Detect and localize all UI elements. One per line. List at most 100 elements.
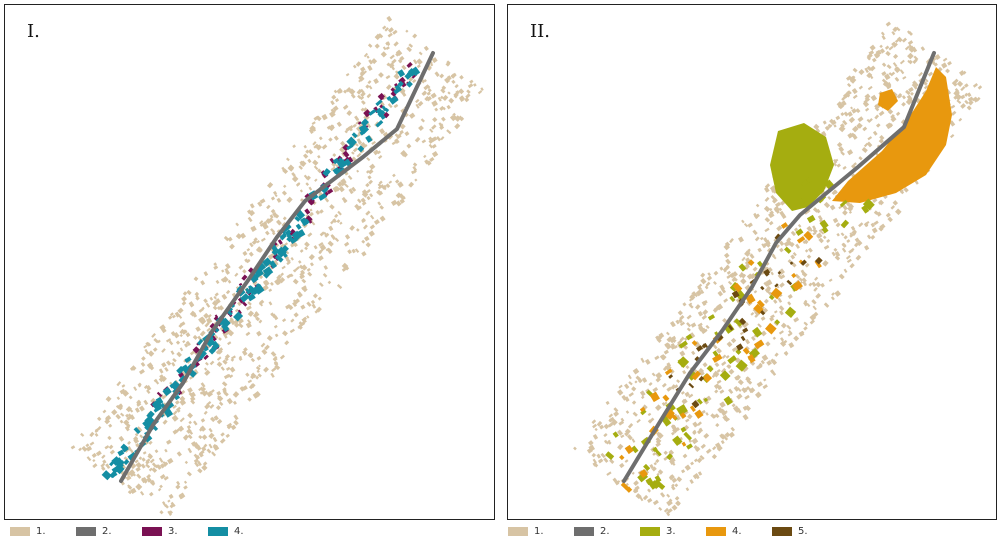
building-block xyxy=(258,319,263,324)
building-block xyxy=(727,364,732,369)
building-block xyxy=(360,125,370,135)
building-block xyxy=(640,357,645,363)
building-block xyxy=(774,310,778,314)
legend-label: 2. xyxy=(102,526,112,537)
building-block xyxy=(730,426,735,432)
building-block xyxy=(167,499,171,503)
building-block xyxy=(631,471,635,475)
building-block xyxy=(814,256,823,265)
building-block xyxy=(655,377,661,383)
building-block xyxy=(763,268,771,276)
building-block xyxy=(170,312,174,317)
building-block xyxy=(270,196,276,201)
building-block xyxy=(158,368,164,374)
building-block xyxy=(773,299,778,304)
building-block xyxy=(588,440,594,446)
building-block xyxy=(118,435,125,442)
building-block xyxy=(80,432,85,437)
building-block xyxy=(692,421,699,428)
building-block xyxy=(636,418,641,424)
building-block xyxy=(452,115,457,120)
building-block xyxy=(105,464,111,469)
building-block xyxy=(720,439,725,445)
building-block xyxy=(966,105,972,111)
building-block xyxy=(670,345,676,350)
building-block xyxy=(245,322,252,329)
building-block xyxy=(172,410,178,416)
building-block xyxy=(238,356,243,361)
building-block xyxy=(907,52,914,60)
building-block xyxy=(330,219,335,225)
building-block xyxy=(633,480,639,486)
building-block xyxy=(398,132,403,137)
building-block xyxy=(176,451,182,457)
building-block xyxy=(822,120,827,125)
building-block xyxy=(691,370,702,381)
building-block xyxy=(221,293,228,300)
building-block xyxy=(360,197,366,203)
building-block xyxy=(689,405,696,412)
building-block xyxy=(716,445,723,452)
building-block xyxy=(691,400,700,409)
building-block xyxy=(436,135,442,142)
building-block xyxy=(306,315,310,319)
building-block xyxy=(337,210,342,216)
building-block xyxy=(216,306,221,311)
building-block xyxy=(666,499,673,507)
building-block xyxy=(128,395,133,400)
building-block xyxy=(128,469,136,476)
building-block xyxy=(770,369,775,374)
building-block xyxy=(920,46,926,51)
building-block xyxy=(729,272,736,279)
building-block xyxy=(136,473,142,479)
building-block xyxy=(956,99,962,104)
building-block xyxy=(203,271,209,277)
building-block xyxy=(194,461,200,468)
building-block xyxy=(878,138,884,144)
building-block xyxy=(756,299,765,308)
building-block xyxy=(951,80,958,87)
building-block xyxy=(354,115,360,122)
building-block xyxy=(924,78,929,83)
building-block xyxy=(960,94,966,100)
building-block xyxy=(655,335,659,340)
building-block xyxy=(725,354,730,359)
building-block xyxy=(423,45,429,51)
building-block xyxy=(823,302,830,308)
building-block xyxy=(408,181,415,188)
building-block xyxy=(179,399,187,406)
building-block xyxy=(809,314,817,321)
building-block xyxy=(704,300,708,304)
building-block xyxy=(809,319,815,325)
building-block xyxy=(703,432,710,439)
building-block xyxy=(234,308,239,313)
building-block xyxy=(686,322,692,328)
building-block xyxy=(747,354,756,364)
building-block xyxy=(465,93,471,99)
building-block xyxy=(753,212,757,217)
building-block xyxy=(395,49,403,57)
building-block xyxy=(741,256,746,262)
building-block xyxy=(260,237,266,242)
building-block xyxy=(737,379,744,386)
building-block xyxy=(349,225,355,231)
building-block xyxy=(166,439,172,445)
building-block xyxy=(280,272,285,277)
building-block xyxy=(648,382,653,387)
building-block xyxy=(923,85,929,90)
building-block xyxy=(869,65,876,72)
building-block xyxy=(246,305,252,311)
building-block xyxy=(230,424,237,431)
building-block xyxy=(408,112,416,119)
building-block xyxy=(736,407,742,414)
building-block xyxy=(153,405,163,413)
building-block xyxy=(790,230,797,237)
building-block xyxy=(832,217,839,224)
building-block xyxy=(330,234,336,241)
building-block xyxy=(700,277,707,285)
building-block xyxy=(385,46,390,51)
building-block xyxy=(697,471,703,476)
building-block xyxy=(259,198,266,204)
building-block xyxy=(305,149,310,154)
building-block xyxy=(431,143,437,149)
